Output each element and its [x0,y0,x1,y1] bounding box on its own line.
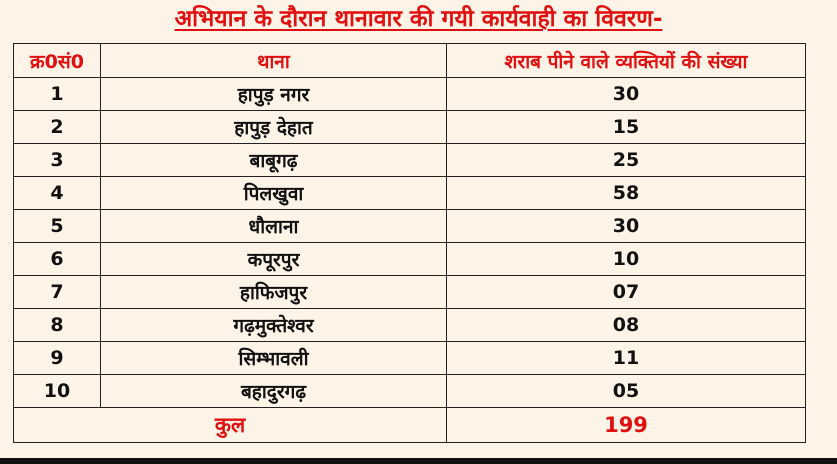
serial-cell: 8 [13,308,101,342]
station-cell: बहादुरगढ़ [100,374,447,408]
station-cell: बाबूगढ़ [100,143,447,177]
station-cell: पिलखुवा [100,176,447,210]
table-row: 6 कपूरपुर 10 [13,242,806,276]
station-cell: कपूरपुर [100,242,447,276]
total-label-cell: कुल [13,407,447,443]
serial-cell: 2 [13,110,101,144]
serial-cell: 3 [13,143,101,177]
table-row: 8 गढ़मुक्तेश्वर 08 [13,308,806,342]
count-cell: 08 [446,308,806,342]
table-row: 3 बाबूगढ़ 25 [13,143,806,177]
station-cell: गढ़मुक्तेश्वर [100,308,447,342]
serial-cell: 5 [13,209,101,243]
table-row: 9 सिम्भावली 11 [13,341,806,375]
count-cell: 25 [446,143,806,177]
count-cell: 10 [446,242,806,276]
page-title: अभियान के दौरान थानावार की गयी कार्यवाही… [0,4,837,34]
count-cell: 05 [446,374,806,408]
station-cell: हाफिजपुर [100,275,447,309]
bottom-divider [0,458,837,464]
table-row: 7 हाफिजपुर 07 [13,275,806,309]
serial-cell: 7 [13,275,101,309]
serial-cell: 6 [13,242,101,276]
station-cell: धौलाना [100,209,447,243]
station-cell: हापुड़ नगर [100,77,447,111]
count-cell: 15 [446,110,806,144]
table-row: 5 धौलाना 30 [13,209,806,243]
police-station-action-table: क्र0सं0 थाना शराब पीने वाले व्यक्तियों क… [13,43,806,443]
table-header-row: क्र0सं0 थाना शराब पीने वाले व्यक्तियों क… [13,43,806,78]
serial-cell: 10 [13,374,101,408]
page-title-text: अभियान के दौरान थानावार की गयी कार्यवाही… [174,6,663,32]
total-row: कुल 199 [13,407,806,443]
column-header-serial: क्र0सं0 [13,43,101,78]
station-cell: सिम्भावली [100,341,447,375]
serial-cell: 1 [13,77,101,111]
count-cell: 07 [446,275,806,309]
count-cell: 30 [446,77,806,111]
station-cell: हापुड़ देहात [100,110,447,144]
table-row: 10 बहादुरगढ़ 05 [13,374,806,408]
serial-cell: 9 [13,341,101,375]
serial-cell: 4 [13,176,101,210]
table-row: 1 हापुड़ नगर 30 [13,77,806,111]
column-header-station: थाना [100,43,447,78]
count-cell: 30 [446,209,806,243]
column-header-count: शराब पीने वाले व्यक्तियों की संख्या [446,43,806,78]
count-cell: 11 [446,341,806,375]
table-row: 4 पिलखुवा 58 [13,176,806,210]
table-row: 2 हापुड़ देहात 15 [13,110,806,144]
count-cell: 58 [446,176,806,210]
total-value-cell: 199 [446,407,806,443]
